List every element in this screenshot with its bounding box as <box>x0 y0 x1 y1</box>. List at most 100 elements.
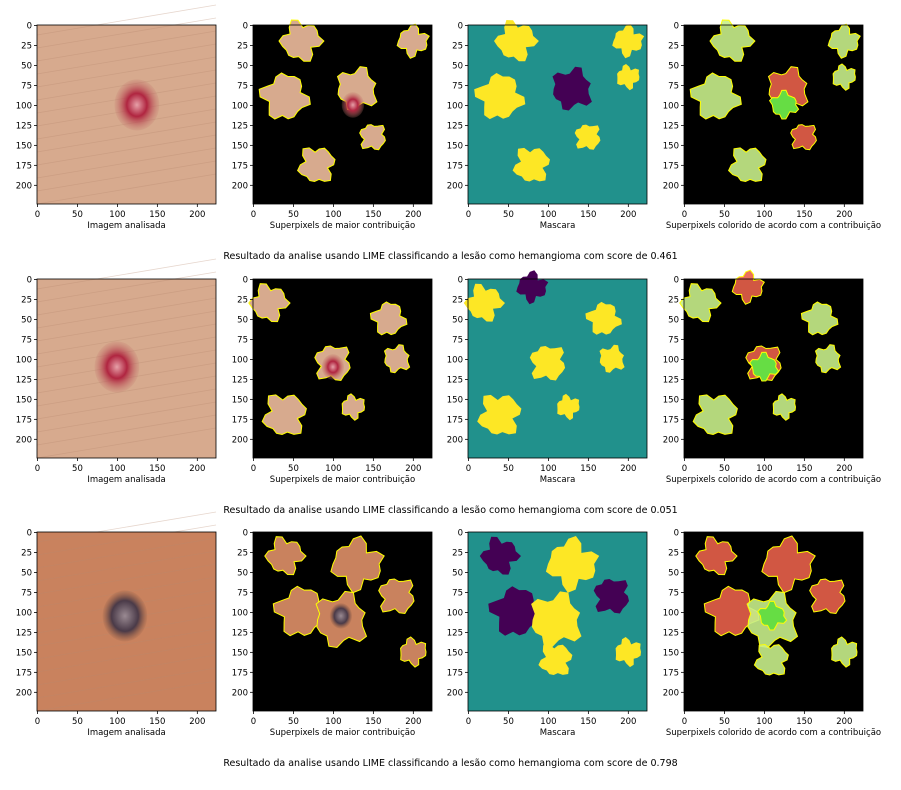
mask-region-yellow <box>545 536 600 593</box>
x-tick-label: 100 <box>540 464 556 474</box>
x-tick-label: 100 <box>325 210 341 220</box>
y-tick-label: 25 <box>452 548 463 558</box>
x-tick-label: 200 <box>836 717 852 727</box>
x-tick-label: 0 <box>251 464 256 474</box>
mask-region-yellow <box>529 346 566 381</box>
x-tick-label: 0 <box>466 210 471 220</box>
panel-title: Imagem analisada <box>87 221 165 231</box>
superpixel-positive <box>709 19 756 62</box>
mask-region-yellow <box>474 73 526 120</box>
y-tick-label: 125 <box>447 628 463 638</box>
axes-frame <box>683 531 864 712</box>
y-tick-label: 175 <box>232 415 248 425</box>
y-tick-label: 175 <box>16 668 32 678</box>
skin-texture-line <box>36 310 217 342</box>
x-tick-label: 200 <box>189 717 205 727</box>
mask-r3 <box>468 532 647 711</box>
x-tick-label: 150 <box>796 210 812 220</box>
axes-frame <box>683 24 864 205</box>
superpixel <box>261 394 307 436</box>
y-tick-label: 75 <box>237 81 248 91</box>
superpixel <box>272 585 329 637</box>
y-tick-label: 200 <box>232 435 248 445</box>
lesion <box>114 79 160 131</box>
x-tick-label: 200 <box>620 717 636 727</box>
x-tick-label: 100 <box>756 464 772 474</box>
axes-r1-p3: 0 25 50 75 100 125 150 175 200 0 50 100 150 200 Mascar… <box>447 22 648 231</box>
skin-texture-line <box>36 427 217 459</box>
mask-region-yellow <box>477 394 522 435</box>
panel-title: Superpixels colorido de acordo com a con… <box>666 728 881 738</box>
x-tick-label: 0 <box>682 210 687 220</box>
x-tick-label: 200 <box>836 464 852 474</box>
y-tick-label: 100 <box>232 355 248 365</box>
panel-title: Superpixels de maior contribuição <box>270 221 415 231</box>
y-tick-label: 175 <box>447 415 463 425</box>
y-tick-label: 100 <box>232 101 248 111</box>
superpixel-positive <box>679 283 722 323</box>
y-tick-label: 200 <box>16 181 32 191</box>
image-analyzed-r1 <box>36 4 217 205</box>
y-tick-label: 100 <box>663 608 679 618</box>
row-1-caption: Resultado da analise usando LIME classif… <box>223 251 678 262</box>
y-tick-label: 125 <box>447 121 463 131</box>
superpixel-positive <box>753 643 789 676</box>
y-tick-label: 50 <box>237 61 248 71</box>
mask-region-yellow <box>615 637 641 668</box>
y-tick-label: 175 <box>16 161 32 171</box>
y-tick-label: 150 <box>663 648 679 658</box>
y-tick-label: 0 <box>674 529 679 539</box>
y-tick-label: 100 <box>447 608 463 618</box>
y-tick-label: 0 <box>27 276 32 286</box>
y-tick-label: 200 <box>663 435 679 445</box>
y-tick-label: 25 <box>21 295 32 305</box>
skin-texture-line <box>36 56 217 88</box>
skin-texture-line <box>36 537 217 569</box>
y-tick-label: 125 <box>663 375 679 385</box>
skin-texture-line <box>36 297 217 329</box>
y-tick-label: 50 <box>452 568 463 578</box>
y-tick-label: 175 <box>663 161 679 171</box>
y-tick-label: 175 <box>663 415 679 425</box>
lesion <box>102 590 148 642</box>
skin-texture-line <box>36 284 217 316</box>
x-tick-label: 50 <box>72 210 83 220</box>
y-tick-label: 175 <box>447 668 463 678</box>
y-tick-label: 125 <box>447 375 463 385</box>
x-tick-label: 150 <box>149 210 165 220</box>
superpixel-positive <box>768 89 800 120</box>
x-tick-label: 50 <box>288 717 299 727</box>
y-tick-label: 175 <box>232 668 248 678</box>
y-tick-label: 0 <box>27 22 32 32</box>
y-tick-label: 125 <box>663 121 679 131</box>
y-tick-label: 150 <box>447 395 463 405</box>
y-tick-label: 0 <box>243 529 248 539</box>
superpixel-negative <box>809 578 846 615</box>
x-tick-label: 50 <box>72 464 83 474</box>
x-tick-label: 150 <box>580 717 596 727</box>
y-tick-label: 125 <box>232 121 248 131</box>
y-tick-label: 125 <box>232 628 248 638</box>
superpixel <box>248 283 291 323</box>
axes-frame <box>252 24 433 205</box>
y-tick-label: 150 <box>16 648 32 658</box>
y-tick-label: 25 <box>21 41 32 51</box>
y-tick-label: 200 <box>447 435 463 445</box>
y-tick-label: 150 <box>663 395 679 405</box>
y-tick-label: 125 <box>16 628 32 638</box>
skin-texture-line <box>36 43 217 75</box>
panel-title: Superpixels de maior contribuição <box>270 728 415 738</box>
y-tick-label: 175 <box>447 161 463 171</box>
image-analyzed-r3 <box>36 511 217 712</box>
y-tick-label: 100 <box>447 355 463 365</box>
panel-title: Mascara <box>540 221 576 231</box>
x-tick-label: 50 <box>503 464 514 474</box>
image-analyzed-r2 <box>36 258 217 459</box>
x-tick-label: 150 <box>365 717 381 727</box>
x-tick-label: 100 <box>325 464 341 474</box>
x-tick-label: 200 <box>836 210 852 220</box>
colored-superpixels-r3 <box>684 532 863 711</box>
y-tick-label: 200 <box>232 181 248 191</box>
